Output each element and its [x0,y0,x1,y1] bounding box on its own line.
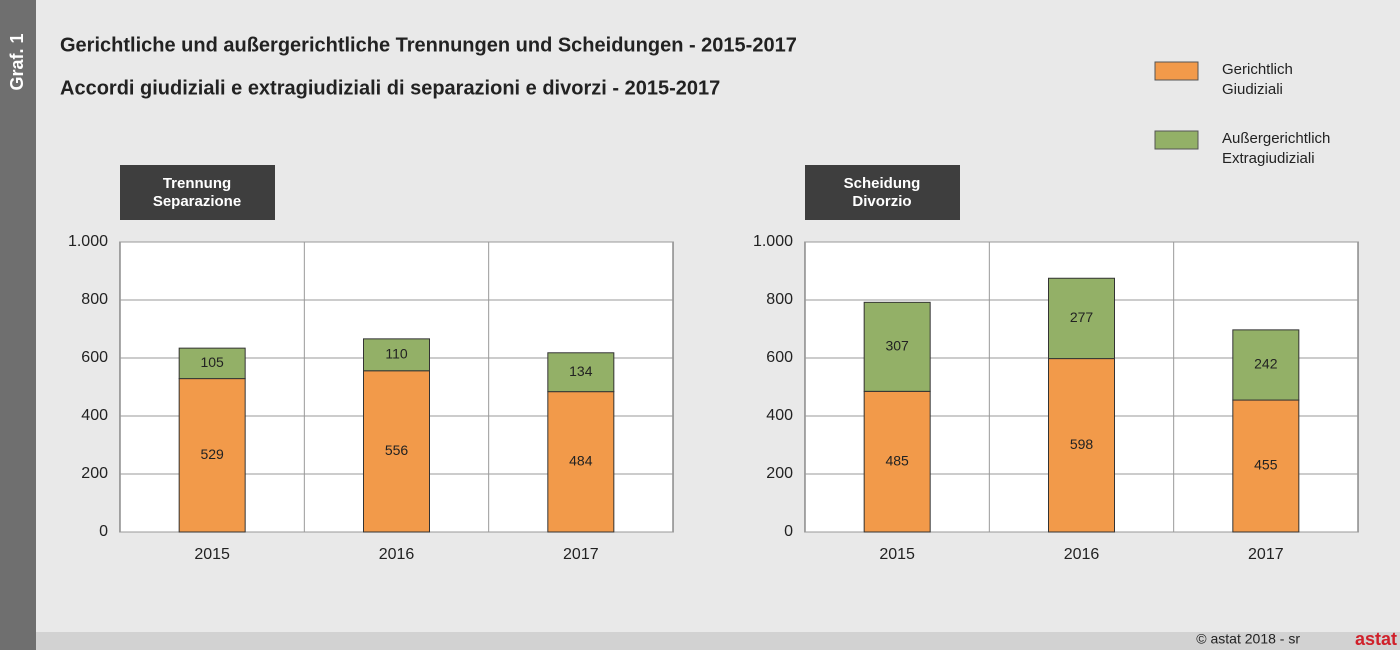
y-tick-label: 800 [766,291,793,308]
x-tick-label: 2016 [379,546,415,563]
data-label: 242 [1254,356,1278,372]
legend-label: Gerichtlich [1222,61,1293,78]
y-tick-label: 200 [766,465,793,482]
bar-segment [1048,358,1115,533]
x-tick-label: 2016 [1064,546,1100,563]
panel-label-box [805,165,960,220]
panel-label: Scheidung [844,175,921,192]
data-label: 598 [1070,436,1094,452]
panel-label-box [120,165,275,220]
credit: © astat 2018 - sr [1196,631,1300,647]
data-label: 455 [1254,457,1278,473]
data-label: 307 [885,338,909,354]
subtitle: Accordi giudiziali e extragiudiziali di … [60,77,720,99]
figure-tag: Graf. 1 [7,33,27,90]
bar-segment [363,338,430,372]
data-label: 485 [885,452,909,468]
y-tick-label: 0 [99,523,108,540]
side-strip [0,0,36,650]
bar-segment [1232,399,1300,533]
data-label: 134 [569,363,593,379]
data-label: 105 [200,354,224,370]
legend-swatch [1154,130,1199,150]
bar-segment [363,370,430,533]
panel-label: Separazione [153,193,241,210]
bar-segment [1232,329,1300,401]
y-tick-label: 400 [81,407,108,424]
y-tick-label: 800 [81,291,108,308]
y-tick-label: 1.000 [753,233,793,250]
bar-segment [863,301,931,392]
x-tick-label: 2017 [563,546,599,563]
footer-band [36,632,1400,650]
bar-segment [178,378,246,533]
panel-label: Trennung [163,175,231,192]
bar-segment [547,391,615,533]
legend-label: Außergerichtlich [1222,130,1330,147]
data-label: 484 [569,453,593,469]
data-label: 110 [385,346,408,362]
x-tick-label: 2017 [1248,546,1284,563]
logo: astat [1355,629,1397,649]
bar-segment [178,347,246,380]
legend-label: Extragiudiziali [1222,150,1315,167]
y-tick-label: 200 [81,465,108,482]
bar-segment [547,352,615,393]
y-tick-label: 1.000 [68,233,108,250]
y-tick-label: 600 [766,349,793,366]
x-tick-label: 2015 [194,546,230,563]
title: Gerichtliche und außergerichtliche Trenn… [60,34,797,56]
y-tick-label: 400 [766,407,793,424]
data-label: 277 [1070,309,1094,325]
y-tick-label: 600 [81,349,108,366]
data-label: 529 [200,446,224,462]
data-label: 556 [385,442,409,458]
bar-segment [863,390,931,533]
panel-label: Divorzio [852,193,911,210]
y-tick-label: 0 [784,523,793,540]
legend-label: Giudiziali [1222,81,1283,98]
legend-swatch [1154,61,1199,81]
bar-segment [1048,277,1115,360]
x-tick-label: 2015 [879,546,915,563]
